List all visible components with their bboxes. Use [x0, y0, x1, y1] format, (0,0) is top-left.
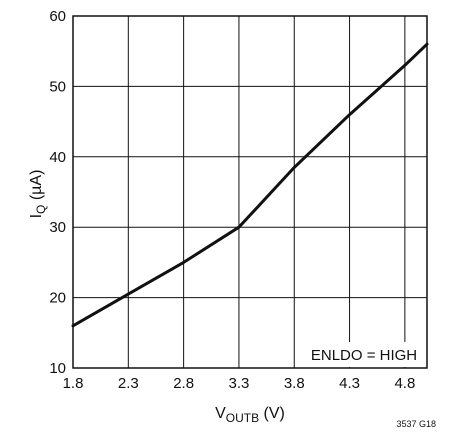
- y-axis-title-unit: (µA): [28, 170, 45, 205]
- annotation-box: ENLDO = HIGH: [302, 342, 426, 367]
- annotation-background: [302, 342, 426, 367]
- x-axis-title-unit: (V): [259, 405, 285, 422]
- x-tick-labels: 1.8 2.3 2.8 3.3 3.8 4.3 4.8: [63, 375, 416, 392]
- x-axis-title-sub: OUTB: [226, 411, 259, 425]
- grid: [73, 16, 427, 368]
- y-tick-label: 10: [49, 360, 66, 377]
- y-axis-title-main: I: [28, 214, 45, 218]
- x-axis-title-main: V: [215, 405, 226, 422]
- x-tick-label: 1.8: [63, 375, 84, 392]
- series-line: [71, 42, 429, 328]
- y-tick-label: 20: [49, 290, 66, 307]
- y-tick-label: 40: [49, 149, 66, 166]
- x-tick-label: 2.8: [173, 375, 194, 392]
- plot-frame: [72, 15, 428, 369]
- plot-background: [73, 16, 427, 368]
- y-tick-label: 60: [49, 8, 66, 25]
- y-tick-labels: 10 20 30 40 50 60: [49, 8, 66, 377]
- x-tick-label: 3.3: [229, 375, 250, 392]
- x-tick-label: 4.8: [394, 375, 415, 392]
- y-axis-title-sub: Q: [34, 205, 48, 214]
- figure-number: 3537 G18: [396, 419, 436, 429]
- annotation-label: ENLDO = HIGH: [311, 347, 417, 364]
- y-tick-label: 50: [49, 78, 66, 95]
- y-axis-title: IQ (µA): [28, 170, 48, 219]
- x-axis-title: VOUTB (V): [215, 405, 285, 425]
- x-tick-label: 2.3: [118, 375, 139, 392]
- x-tick-label: 4.3: [339, 375, 360, 392]
- y-tick-label: 30: [49, 219, 66, 236]
- x-tick-label: 3.8: [284, 375, 305, 392]
